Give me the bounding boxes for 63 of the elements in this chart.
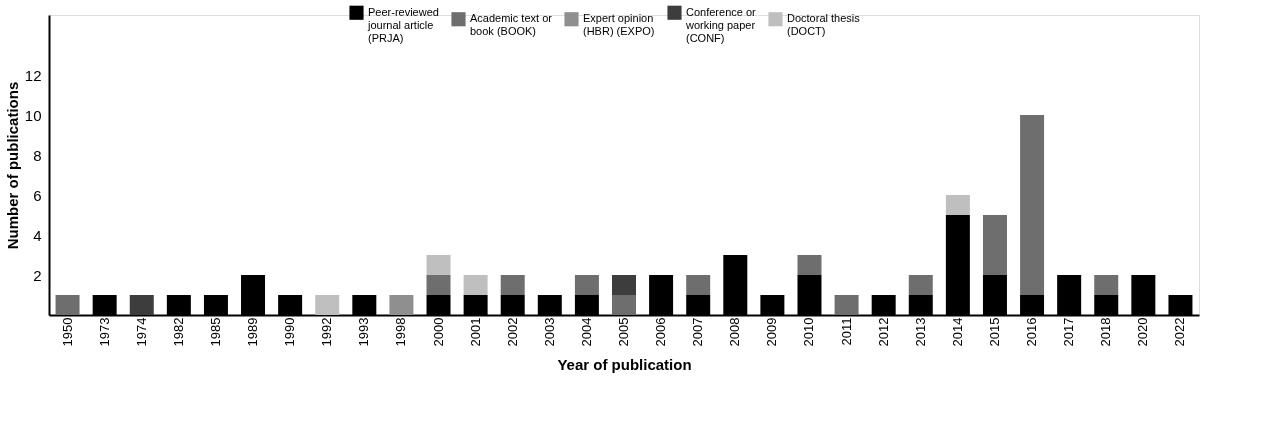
bar bbox=[1020, 115, 1045, 295]
x-tick-label: 1985 bbox=[207, 317, 223, 347]
bar bbox=[129, 295, 154, 315]
bar bbox=[574, 275, 599, 295]
bar bbox=[908, 275, 933, 295]
x-tick-label: 2022 bbox=[1172, 317, 1188, 347]
x-tick-label: 2002 bbox=[504, 317, 520, 347]
legend-label: Doctoral thesis (DOCT) bbox=[787, 12, 861, 38]
y-tick-label: 2 bbox=[33, 266, 42, 284]
x-tick-label: 2006 bbox=[653, 317, 669, 347]
x-tick-label: 2007 bbox=[690, 317, 706, 347]
x-tick-label: 2008 bbox=[727, 317, 743, 347]
x-tick-label: 1950 bbox=[59, 317, 75, 347]
x-axis-title: Year of publication bbox=[557, 356, 692, 374]
x-tick-label: 2010 bbox=[801, 317, 817, 347]
y-tick-label: 4 bbox=[33, 226, 42, 244]
bar bbox=[55, 295, 80, 315]
y-tick-label: 10 bbox=[24, 106, 42, 124]
bar bbox=[1094, 275, 1119, 295]
y-tick-label: 8 bbox=[33, 146, 42, 164]
y-tick-label: 6 bbox=[33, 186, 42, 204]
x-tick-label: 2005 bbox=[616, 317, 631, 347]
bar bbox=[500, 275, 525, 295]
legend-label: Conference or working paper (CONF) bbox=[685, 5, 757, 44]
x-tick-label: 2015 bbox=[986, 317, 1002, 347]
x-tick-label: 2018 bbox=[1098, 317, 1114, 347]
x-tick-label: 2014 bbox=[949, 317, 965, 347]
x-tick-label: 2003 bbox=[541, 317, 557, 347]
y-axis-title: Number of publications bbox=[3, 81, 21, 250]
bar bbox=[797, 255, 822, 275]
y-tick-label: 12 bbox=[24, 66, 42, 84]
legend-label: Expert opinion (HBR) (EXPO) bbox=[583, 12, 655, 38]
x-tick-label: 1992 bbox=[319, 317, 335, 347]
x-tick-label: 1998 bbox=[393, 317, 409, 347]
bar bbox=[945, 195, 970, 215]
bar bbox=[426, 275, 451, 295]
x-tick-label: 2013 bbox=[912, 317, 928, 347]
x-tick-label: 1990 bbox=[282, 317, 298, 347]
bar bbox=[389, 295, 414, 315]
x-tick-label: 2016 bbox=[1024, 317, 1040, 347]
x-tick-label: 2012 bbox=[875, 317, 891, 347]
bar bbox=[834, 295, 859, 315]
x-tick-label: 1989 bbox=[245, 317, 261, 347]
bar bbox=[463, 275, 488, 295]
legend-label: Peer-reviewed journal article (PRJA) bbox=[367, 5, 439, 44]
x-tick-label: 2011 bbox=[838, 317, 854, 346]
x-tick-label: 2009 bbox=[764, 317, 780, 347]
bar bbox=[982, 215, 1007, 275]
x-tick-label: 1982 bbox=[170, 317, 186, 347]
bar bbox=[315, 295, 340, 315]
legend-label: Academic text or book (BOOK) bbox=[470, 12, 553, 38]
x-tick-label: 2020 bbox=[1135, 317, 1151, 347]
bar bbox=[686, 275, 711, 295]
bar bbox=[612, 275, 636, 295]
x-tick-label: 1973 bbox=[96, 317, 112, 347]
x-tick-label: 2017 bbox=[1061, 317, 1077, 347]
bar bbox=[426, 255, 451, 275]
x-tick-label: 2000 bbox=[430, 317, 446, 347]
x-tick-label: 2001 bbox=[467, 317, 483, 347]
bar bbox=[612, 295, 636, 315]
x-tick-label: 1974 bbox=[133, 317, 149, 347]
x-tick-label: 1993 bbox=[356, 317, 372, 347]
x-tick-label: 2004 bbox=[578, 317, 594, 347]
